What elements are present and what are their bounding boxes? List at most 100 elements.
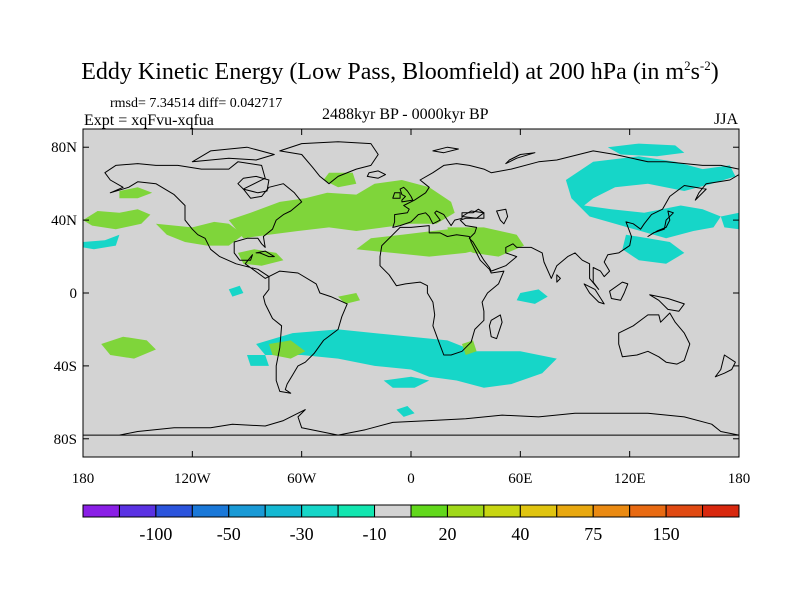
x-tick-label: 180 [728,471,751,487]
anomaly-positive-greenland [323,172,357,188]
anomaly-regions [83,143,739,417]
colorbar-swatch [228,504,266,518]
coastline-antarctica [83,409,739,436]
coastline-borneo [609,281,629,301]
colorbar-label: -30 [290,524,314,544]
colorbar-swatch [702,504,740,518]
coastline-ireland [392,192,401,199]
colorbar-label: -50 [217,524,241,544]
colorbar-label: 40 [511,524,529,544]
period-label: 2488kyr BP - 0000kyr BP [322,106,489,123]
y-tick-label: 40S [54,359,77,375]
anomaly-negative-north-pacific [83,234,120,250]
coastline-black-sea [461,210,485,219]
coastline-greenland [279,141,379,185]
anomaly-negative-south-atlantic [256,329,557,388]
anomaly-negative-east-asia [565,156,736,239]
coastline-svalbard [432,146,459,154]
anomaly-positive-north-pacific-east [119,187,153,199]
colorbar-swatch [155,504,193,518]
coastline-japan [647,210,674,237]
title-end: ) [710,59,719,85]
colorbar-swatch [264,504,303,518]
anomaly-negative-indian-ocean [516,289,548,304]
coastline-hudson-bay [237,175,270,194]
coastline-british-isles [399,186,414,203]
colorbar-label: 20 [438,524,456,544]
anomaly-positive-south-pacific [101,336,156,359]
anomaly-negative-indian-southwest [502,358,539,374]
title-superscript-2: -2 [699,58,711,73]
colorbar: -100 -50 -30 -10 20 40 75 150 [82,504,740,544]
anomaly-negative-pacific-small-1 [228,285,244,297]
colorbar-swatch [82,504,120,518]
anomaly-positive-central-america [237,249,284,266]
coastlines [83,141,739,436]
chart-title: Eddy Kinetic Energy (Low Pass, Bloomfiel… [0,58,800,86]
coastline-madagascar [488,314,503,340]
coastline-novaya-zemlya [505,152,536,165]
x-tick-label: 120E [614,471,646,487]
anomaly-positive-north-pacific [83,209,151,230]
x-tick-label: 60E [508,471,532,487]
x-tick-label: 180 [72,471,95,487]
x-tick-label: 60W [287,471,317,487]
colorbar-swatch [118,504,157,518]
colorbar-swatch [592,504,631,518]
coastline-australia [618,312,691,365]
anomaly-positive-australia-west [462,340,477,355]
coastline-new-guinea [649,294,685,312]
colorbar-swatch [629,504,667,518]
y-tick-label: 80N [51,140,77,156]
colorbar-swatch [556,504,594,518]
title-superscript-1: 2 [684,58,691,73]
stats-text: rmsd= 7.34514 diff= 0.042717 [110,96,283,111]
x-tick-label: 0 [407,471,415,487]
colorbar-label: -100 [139,524,172,544]
y-tick-label: 0 [70,286,78,302]
colorbar-swatch [374,504,412,518]
anomaly-negative-arctic-siberia [607,143,685,157]
anomaly-positive-atlantic-south [338,293,360,304]
colorbar-swatch [665,504,704,518]
colorbar-swatch [301,504,339,518]
coastline-sumatra [583,283,605,305]
colorbar-swatch [519,504,558,518]
coastline-africa [379,225,505,356]
anomaly-negative-south-atlantic-low [383,376,430,388]
title-unit-s: s [690,59,700,85]
colorbar-swatch [410,504,448,518]
title-text: Eddy Kinetic Energy (Low Pass, Bloomfiel… [81,59,685,85]
anomaly-positive-north-america-east [228,180,455,239]
experiment-label: Expt = xqFvu-xqfua [84,112,214,129]
x-tick-label: 120W [174,471,212,487]
coastline-new-zealand [714,354,736,378]
coastline-sri-lanka [556,274,561,283]
anomaly-positive-north-america-west [155,221,244,246]
coastline-arctic-archipelago [191,146,275,163]
coastline-north-america [104,161,303,279]
anomaly-negative-pacific-east-edge [720,212,739,230]
colorbar-swatch [446,504,485,518]
anomaly-negative-japan-south [622,234,685,264]
anomaly-positive-south-america [268,340,306,359]
anomaly-negative-southern-ocean [396,406,415,417]
colorbar-label: 150 [653,524,680,544]
coastline-south-america [262,270,348,394]
axis-ticks: 180 120W 60W 0 60E 120E 180 80N 40N 0 40S 80S [51,129,750,487]
anomaly-negative-south-america-west [247,355,269,366]
colorbar-swatch [191,504,230,518]
coastline-caspian-sea [496,208,509,225]
coastline-eurasia-africa [392,150,739,290]
y-tick-label: 80S [54,432,77,448]
colorbar-label: -10 [363,524,387,544]
coastline-iceland [366,170,386,179]
season-label: JJA [714,111,739,128]
colorbar-label: 75 [584,524,602,544]
colorbar-swatch [337,504,376,518]
y-tick-label: 40N [51,213,77,229]
coastline-cuba [255,250,275,258]
anomaly-positive-arabia [447,227,524,257]
colorbar-swatch [483,504,521,518]
